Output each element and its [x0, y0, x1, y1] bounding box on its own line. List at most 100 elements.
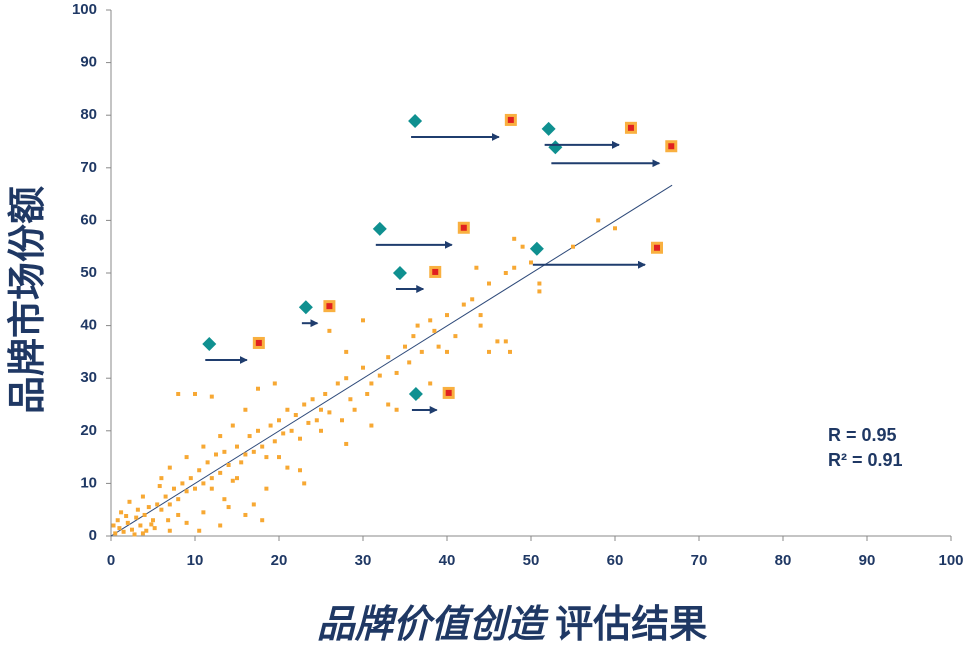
- scatter-point: [155, 502, 160, 507]
- scatter-point: [256, 428, 260, 433]
- x-axis-label-part: 品牌价值创造: [317, 604, 549, 646]
- y-tick-label: 30: [80, 369, 97, 386]
- scatter-point: [285, 407, 290, 412]
- marker-center: [507, 116, 514, 123]
- scatter-point: [289, 428, 294, 433]
- scatter-point: [201, 444, 206, 449]
- scatter-point: [344, 376, 349, 381]
- scatter-point: [487, 349, 491, 354]
- scatter-point: [369, 381, 374, 386]
- before-point: [541, 121, 556, 136]
- scatter-point: [394, 370, 399, 375]
- scatter-point: [293, 413, 298, 418]
- scatter-point: [167, 502, 172, 507]
- scatter-point: [512, 236, 517, 241]
- scatter-point: [251, 449, 256, 454]
- scatter-point: [140, 531, 145, 536]
- scatter-point: [222, 449, 227, 454]
- scatter-point: [268, 423, 273, 428]
- scatter-point: [176, 497, 181, 502]
- scatter-point: [508, 349, 512, 354]
- scatter-point: [520, 244, 525, 249]
- scatter-point: [172, 486, 176, 491]
- scatter-point: [218, 434, 223, 439]
- scatter-point: [184, 455, 189, 460]
- scatter-point: [537, 281, 542, 286]
- scatter-point: [285, 465, 290, 470]
- marker-center: [627, 124, 634, 131]
- scatter-point: [335, 381, 340, 386]
- scatter-point: [327, 410, 332, 415]
- scatter-point: [157, 484, 162, 489]
- scatter-point: [403, 344, 407, 349]
- scatter-point: [197, 468, 202, 473]
- scatter-point: [205, 460, 210, 465]
- scatter-point: [478, 323, 483, 328]
- scatter-point: [239, 460, 244, 465]
- scatter-point: [222, 497, 227, 502]
- x-tick-label: 90: [859, 552, 876, 569]
- before-point: [372, 221, 387, 236]
- scatter-point: [314, 418, 319, 423]
- scatter-point: [180, 481, 185, 486]
- scatter-point: [125, 520, 130, 525]
- scatter-point: [159, 476, 164, 481]
- before-point: [392, 266, 407, 280]
- scatter-point: [197, 528, 202, 533]
- scatter-point: [226, 505, 231, 510]
- scatter-point: [184, 489, 189, 494]
- scatter-point: [386, 355, 391, 360]
- scatter-point: [302, 402, 307, 407]
- y-tick-label: 0: [89, 527, 97, 544]
- scatter-point: [201, 510, 206, 515]
- y-tick-label: 10: [80, 474, 97, 491]
- scatter-point: [411, 334, 416, 339]
- scatter-point: [277, 418, 281, 423]
- scatter-point: [344, 349, 349, 354]
- scatter-point: [445, 349, 449, 354]
- x-tick-label: 10: [187, 552, 204, 569]
- scatter-point: [487, 281, 491, 286]
- scatter-point: [193, 486, 197, 491]
- scatter-point: [394, 407, 399, 412]
- scatter-point: [571, 244, 575, 249]
- scatter-point: [596, 218, 601, 223]
- scatter-point: [503, 271, 508, 275]
- scatter-point: [348, 397, 353, 402]
- x-tick-label: 30: [355, 552, 372, 569]
- y-tick-label: 90: [80, 54, 97, 71]
- scatter-point: [260, 518, 265, 523]
- scatter-point: [235, 444, 239, 449]
- scatter-point: [445, 313, 449, 318]
- scatter-point: [453, 334, 458, 339]
- scatter-point: [151, 518, 155, 523]
- scatter-point: [432, 328, 437, 333]
- marker-center: [255, 339, 262, 346]
- scatter-point: [152, 526, 157, 531]
- x-tick-label: 80: [775, 552, 792, 569]
- scatter-point: [327, 328, 332, 333]
- scatter-point: [503, 339, 508, 344]
- scatter-point: [243, 407, 248, 412]
- scatter-point: [243, 512, 248, 517]
- before-point: [529, 241, 544, 256]
- annotation: R = 0.95: [828, 425, 897, 445]
- scatter-point: [260, 444, 265, 449]
- scatter-point: [386, 402, 391, 407]
- before-point: [548, 140, 563, 155]
- scatter-point: [474, 265, 479, 270]
- scatter-point: [272, 439, 277, 444]
- scatter-point: [209, 486, 214, 491]
- scatter-point: [272, 381, 277, 386]
- scatter-point: [132, 532, 137, 537]
- scatter-point: [436, 344, 441, 349]
- scatter-point: [319, 407, 323, 412]
- before-point: [408, 113, 423, 128]
- scatter-point: [209, 394, 214, 399]
- scatter-point: [135, 507, 140, 512]
- x-axis-label-part: 评估结果: [555, 604, 707, 646]
- scatter-point: [209, 476, 214, 481]
- before-point: [298, 300, 313, 315]
- scatter-point: [113, 531, 118, 536]
- trendline: [110, 184, 673, 537]
